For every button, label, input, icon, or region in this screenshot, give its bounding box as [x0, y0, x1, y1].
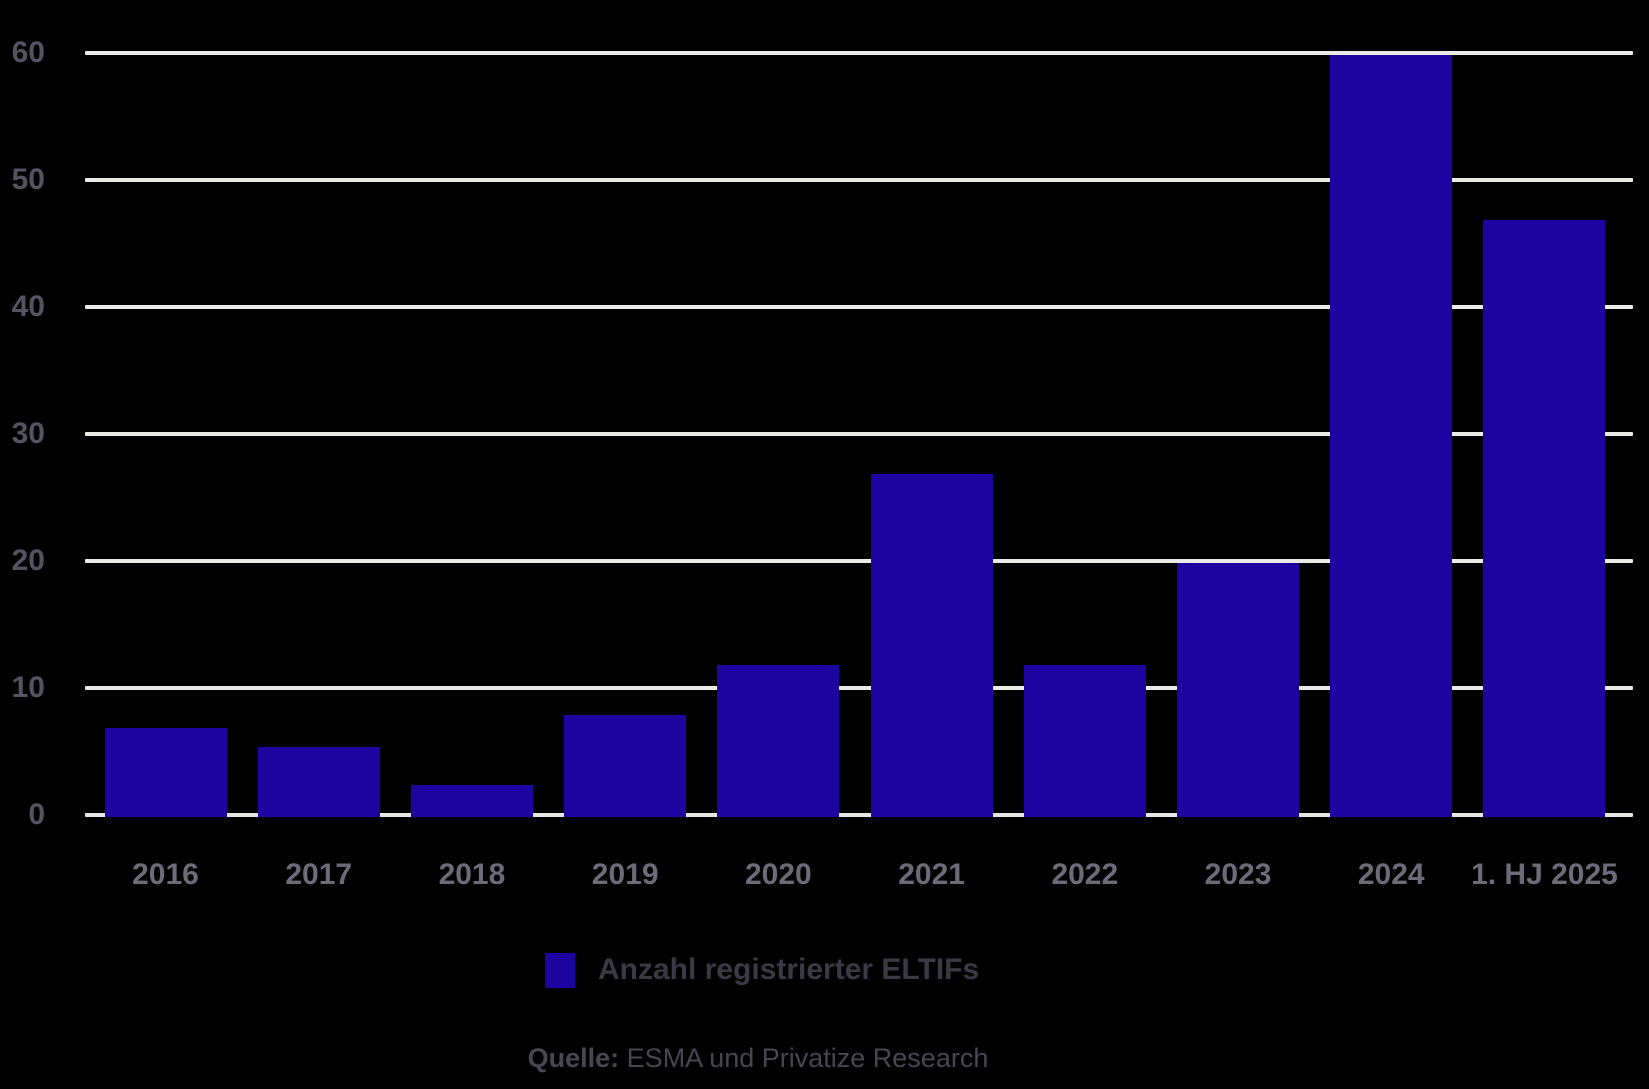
bar-1. HJ 2025	[1483, 220, 1606, 817]
gridline-60	[85, 51, 1633, 55]
x-tick-label-2019: 2019	[591, 858, 659, 891]
bar-2016	[104, 728, 227, 817]
y-tick-label-0: 0	[28, 798, 45, 831]
x-axis-labels: 2016 2017 2018 2019 2020 2021 2022 2023 2024 1. H…	[0, 857, 1649, 897]
y-tick-label-30: 30	[11, 417, 45, 450]
y-tick-label-40: 40	[11, 290, 45, 323]
plot-area	[85, 51, 1633, 817]
y-tick-label-10: 10	[11, 671, 45, 704]
gridline-30	[85, 432, 1633, 436]
x-tick-label-2018: 2018	[438, 858, 506, 891]
x-tick-label-2016: 2016	[132, 858, 199, 891]
bar-2017	[257, 747, 380, 817]
bar-2020	[717, 664, 840, 817]
gridline-50	[85, 178, 1633, 182]
x-axis-line	[85, 813, 1633, 817]
x-tick-label-2017: 2017	[285, 858, 353, 891]
x-tick-label-2023: 2023	[1204, 858, 1272, 891]
gridline-40	[85, 305, 1633, 309]
y-tick-label-50: 50	[11, 163, 45, 196]
bars	[85, 53, 1633, 817]
y-tick-label-20: 20	[11, 544, 45, 577]
y-tick-label-60: 60	[11, 36, 45, 69]
x-tick-label-2020: 2020	[745, 858, 812, 891]
bar-2019	[564, 715, 687, 817]
bar-2018	[410, 785, 533, 817]
bar-2023	[1177, 563, 1300, 817]
x-tick-label-1. HJ 2025: 1. HJ 2025	[1471, 858, 1618, 891]
legend-label: Anzahl registrierter ELTIFs	[598, 953, 980, 986]
y-axis-labels: 0 10 20 30 40 50 60	[0, 38, 45, 830]
bar-2024	[1330, 55, 1453, 817]
bar-2022	[1023, 664, 1146, 817]
legend: Anzahl registrierter ELTIFs	[545, 950, 979, 990]
x-tick-label-2021: 2021	[898, 858, 965, 891]
x-tick-label-2022: 2022	[1051, 858, 1119, 891]
source-caption: Quelle: ESMA und Privatize Research	[0, 1041, 1516, 1075]
source-text: ESMA und Privatize Research	[619, 1043, 989, 1073]
bar-2021	[870, 474, 993, 817]
x-tick-label-2024: 2024	[1357, 858, 1425, 891]
legend-swatch-icon	[545, 952, 575, 988]
gridline-20	[85, 559, 1633, 563]
source-prefix: Quelle:	[527, 1043, 620, 1073]
gridline-10	[85, 686, 1633, 690]
gridlines	[85, 51, 1633, 817]
